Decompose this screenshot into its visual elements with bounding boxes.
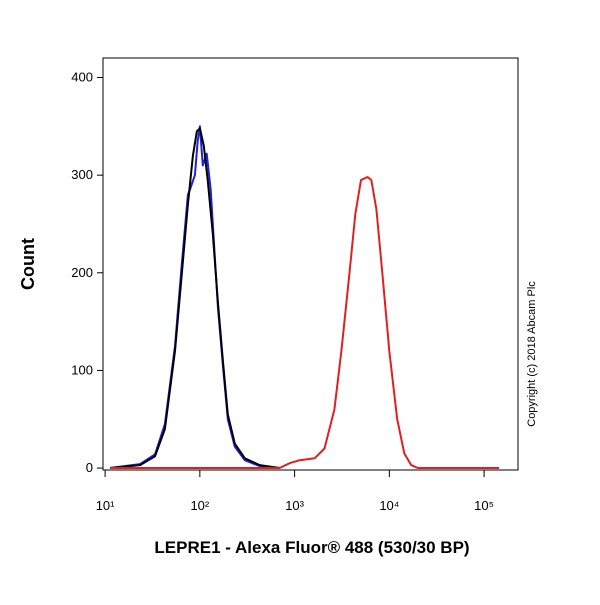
x-tick-label: 10³ <box>285 498 304 513</box>
y-axis-label: Count <box>18 238 38 290</box>
x-tick-label: 10¹ <box>96 498 115 513</box>
plot-frame <box>102 57 519 471</box>
y-tick-label: 300 <box>71 167 93 182</box>
copyright: Copyright (c) 2018 Abcam Plc <box>526 281 538 427</box>
x-tick-label: 10² <box>190 498 209 513</box>
x-axis-label: LEPRE1 - Alexa Fluor® 488 (530/30 BP) <box>154 538 469 557</box>
x-tick-label: 10⁴ <box>379 498 399 513</box>
y-tick-label: 400 <box>71 70 93 85</box>
y-tick-label: 100 <box>71 362 93 377</box>
series-line <box>110 127 280 469</box>
series-line <box>109 125 280 469</box>
y-tick-label: 0 <box>86 460 93 475</box>
series-line <box>110 176 500 469</box>
y-tick-label: 200 <box>71 265 93 280</box>
x-tick-label: 10⁵ <box>474 498 494 513</box>
